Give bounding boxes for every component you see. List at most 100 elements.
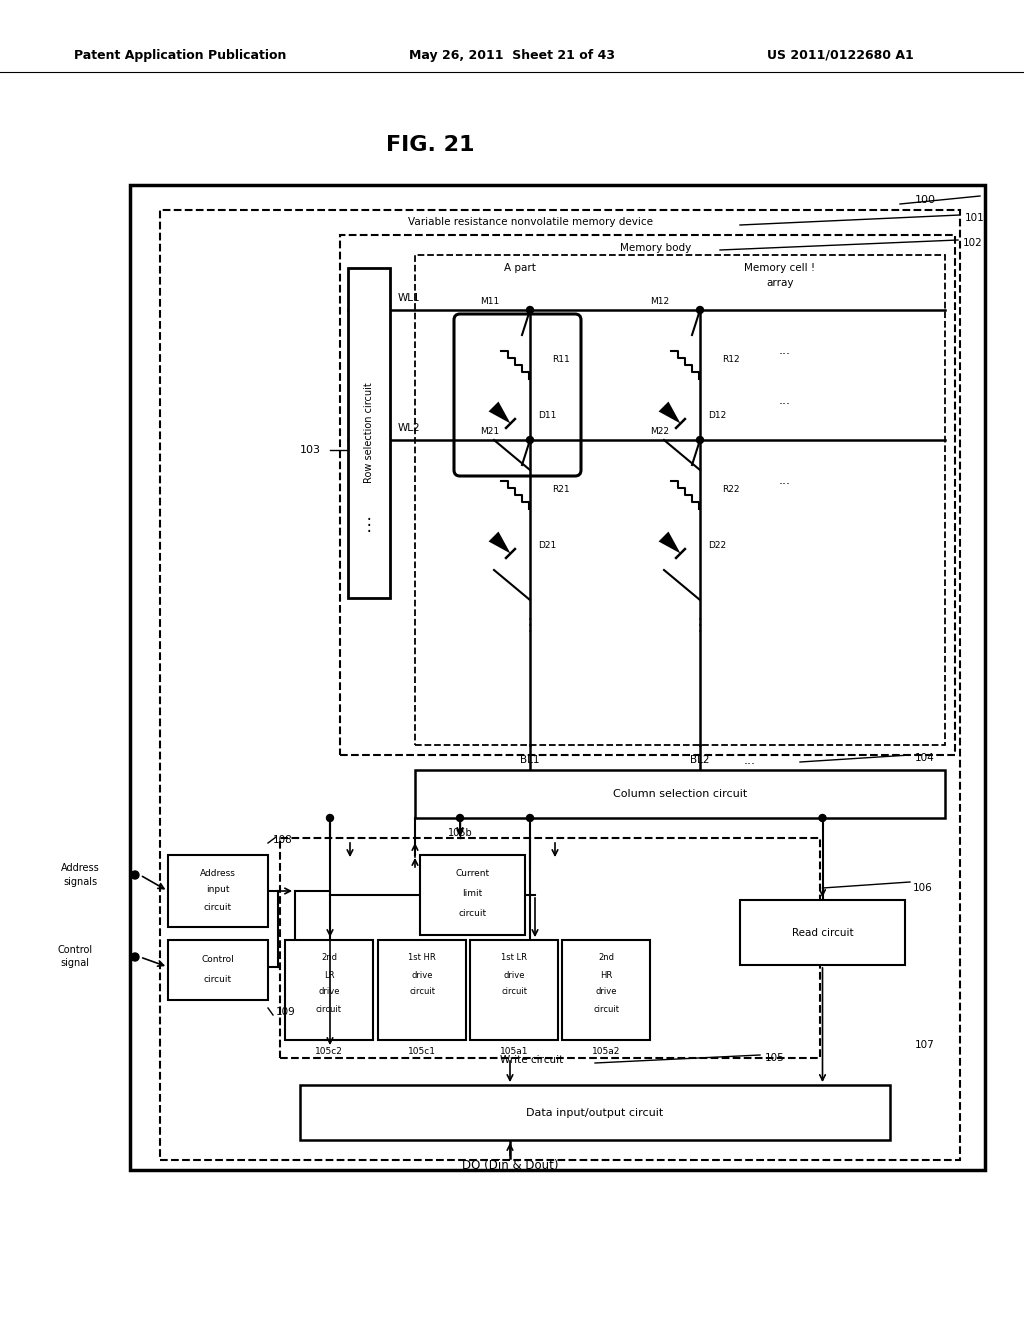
- Bar: [415, 255, 945, 744]
- Bar: [285, 940, 373, 1040]
- Text: R21: R21: [552, 486, 569, 495]
- Text: ...: ...: [779, 343, 791, 356]
- Bar: [280, 838, 820, 1059]
- Bar: [168, 855, 268, 927]
- Text: signals: signals: [62, 876, 97, 887]
- Text: Memory body: Memory body: [620, 243, 691, 253]
- Text: signal: signal: [60, 958, 89, 968]
- Text: WL1: WL1: [398, 293, 421, 304]
- Text: D21: D21: [538, 540, 556, 549]
- Circle shape: [526, 306, 534, 314]
- Polygon shape: [488, 532, 511, 553]
- Text: 1st LR: 1st LR: [501, 953, 527, 962]
- Text: Read circuit: Read circuit: [792, 928, 853, 937]
- Text: BL1: BL1: [520, 755, 540, 766]
- Text: US 2011/0122680 A1: US 2011/0122680 A1: [767, 49, 913, 62]
- Text: M11: M11: [480, 297, 500, 306]
- Text: HR: HR: [600, 970, 612, 979]
- Text: drive: drive: [595, 987, 616, 997]
- Text: 104: 104: [915, 752, 935, 763]
- Text: 108: 108: [273, 836, 293, 845]
- Text: M21: M21: [480, 428, 500, 437]
- Bar: [300, 1085, 890, 1140]
- Text: D12: D12: [708, 411, 726, 420]
- Text: Address: Address: [200, 869, 236, 878]
- Bar: [470, 940, 558, 1040]
- Text: drive: drive: [412, 970, 433, 979]
- Circle shape: [696, 437, 703, 444]
- Polygon shape: [488, 401, 511, 424]
- Bar: [348, 268, 390, 598]
- Bar: [168, 940, 268, 1001]
- Text: circuit: circuit: [593, 1005, 618, 1014]
- Text: circuit: circuit: [204, 975, 232, 985]
- Text: circuit: circuit: [459, 908, 486, 917]
- Text: 100: 100: [915, 195, 936, 205]
- Text: drive: drive: [503, 970, 524, 979]
- Bar: [415, 770, 945, 818]
- Polygon shape: [658, 532, 681, 553]
- Text: 101: 101: [965, 213, 985, 223]
- Text: R12: R12: [722, 355, 739, 364]
- Text: 105a2: 105a2: [592, 1048, 621, 1056]
- Text: Column selection circuit: Column selection circuit: [613, 789, 748, 799]
- Text: D11: D11: [538, 411, 556, 420]
- Text: May 26, 2011  Sheet 21 of 43: May 26, 2011 Sheet 21 of 43: [409, 49, 615, 62]
- Text: circuit: circuit: [316, 1005, 342, 1014]
- Text: Write circuit: Write circuit: [500, 1055, 563, 1065]
- Text: 105b: 105b: [447, 828, 472, 838]
- Text: D22: D22: [708, 540, 726, 549]
- Text: circuit: circuit: [204, 903, 232, 912]
- Text: 105c1: 105c1: [408, 1048, 436, 1056]
- Text: ...: ...: [744, 754, 756, 767]
- Bar: [420, 855, 525, 935]
- Text: Variable resistance nonvolatile memory device: Variable resistance nonvolatile memory d…: [408, 216, 652, 227]
- Text: 109: 109: [276, 1007, 296, 1016]
- Text: 2nd: 2nd: [321, 953, 337, 962]
- Text: Data input/output circuit: Data input/output circuit: [526, 1107, 664, 1118]
- Text: R11: R11: [552, 355, 569, 364]
- Text: limit: limit: [463, 888, 482, 898]
- Text: ⋮: ⋮: [521, 616, 539, 634]
- Text: 107: 107: [915, 1040, 935, 1049]
- Text: 105: 105: [765, 1053, 784, 1063]
- Text: 1st HR: 1st HR: [409, 953, 436, 962]
- Text: A part: A part: [504, 263, 536, 273]
- Circle shape: [696, 306, 703, 314]
- Text: M22: M22: [650, 428, 670, 437]
- Text: Control: Control: [202, 956, 234, 965]
- Circle shape: [526, 814, 534, 821]
- Text: LR: LR: [324, 970, 334, 979]
- Bar: [740, 900, 905, 965]
- Text: WL2: WL2: [398, 422, 421, 433]
- Circle shape: [327, 814, 334, 821]
- Circle shape: [131, 871, 139, 879]
- Circle shape: [526, 437, 534, 444]
- Bar: [340, 235, 955, 755]
- Text: Memory cell !: Memory cell !: [744, 263, 815, 273]
- Text: array: array: [766, 279, 794, 288]
- Text: Address: Address: [60, 863, 99, 873]
- Circle shape: [819, 814, 826, 821]
- Text: 105c2: 105c2: [315, 1048, 343, 1056]
- Text: Control: Control: [57, 945, 92, 954]
- Text: ⋮: ⋮: [691, 616, 709, 634]
- Text: Row selection circuit: Row selection circuit: [364, 383, 374, 483]
- Text: 102: 102: [963, 238, 983, 248]
- Text: 103: 103: [299, 445, 321, 455]
- Polygon shape: [658, 401, 681, 424]
- Text: FIG. 21: FIG. 21: [386, 135, 474, 154]
- Text: DQ (Din & Dout): DQ (Din & Dout): [462, 1159, 558, 1172]
- Text: ⋮: ⋮: [360, 516, 377, 535]
- Text: Patent Application Publication: Patent Application Publication: [74, 49, 286, 62]
- Text: 106: 106: [913, 883, 933, 894]
- Text: ...: ...: [779, 393, 791, 407]
- Circle shape: [131, 953, 139, 961]
- Bar: [562, 940, 650, 1040]
- Circle shape: [457, 814, 464, 821]
- Text: M12: M12: [650, 297, 670, 306]
- Text: 2nd: 2nd: [598, 953, 614, 962]
- Text: BL2: BL2: [690, 755, 710, 766]
- Text: 105a1: 105a1: [500, 1048, 528, 1056]
- Text: circuit: circuit: [409, 987, 435, 997]
